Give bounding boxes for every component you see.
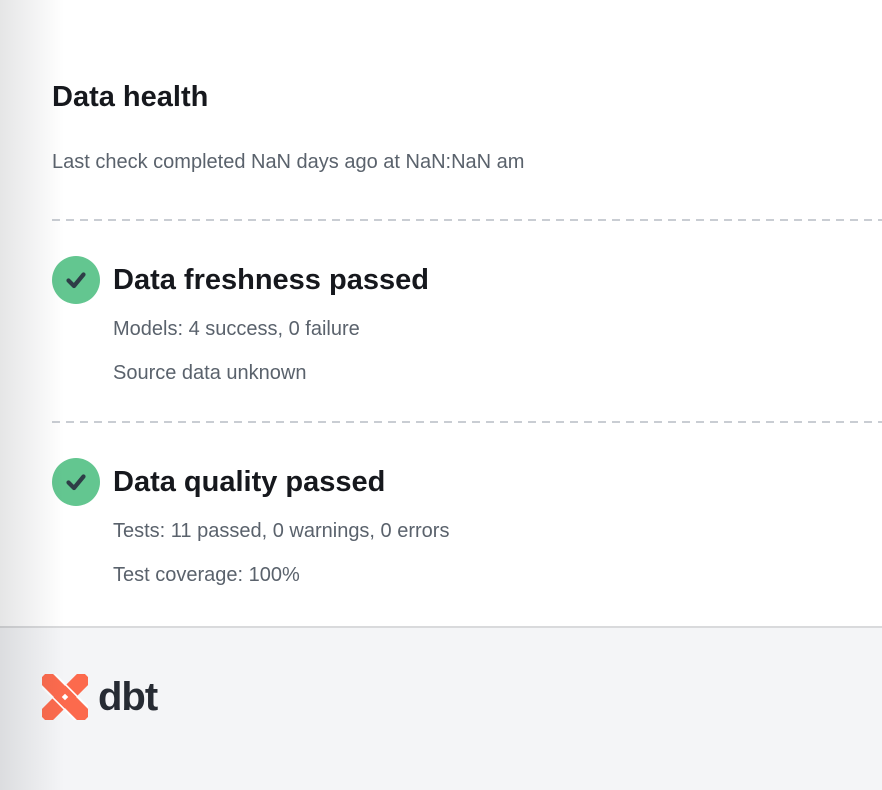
source-data-summary: Source data unknown — [113, 362, 307, 384]
section-header: Data freshness passed — [52, 256, 882, 304]
dbt-wordmark: dbt — [98, 675, 158, 719]
dashed-divider — [52, 219, 882, 221]
footer: dbt — [0, 626, 882, 790]
section-header: Data quality passed — [52, 458, 882, 506]
freshness-status-title: Data freshness passed — [113, 264, 429, 296]
main-content: Data health Last check completed NaN day… — [0, 80, 882, 587]
freshness-details: Models: 4 success, 0 failure Source data… — [113, 318, 882, 385]
check-circle-icon — [52, 458, 100, 506]
dashed-divider — [52, 421, 882, 423]
last-check-status: Last check completed NaN days ago at NaN… — [52, 151, 525, 173]
quality-details: Tests: 11 passed, 0 warnings, 0 errors T… — [113, 520, 882, 587]
checkmark-icon — [66, 272, 86, 289]
dbt-logo-icon — [42, 674, 88, 720]
tests-summary: Tests: 11 passed, 0 warnings, 0 errors — [113, 520, 450, 542]
dbt-logo-link[interactable]: dbt — [42, 674, 158, 720]
health-section-quality: Data quality passed Tests: 11 passed, 0 … — [52, 458, 882, 587]
check-circle-icon — [52, 256, 100, 304]
test-coverage-summary: Test coverage: 100% — [113, 564, 300, 586]
page-title: Data health — [52, 81, 209, 113]
checkmark-icon — [66, 474, 86, 491]
models-summary: Models: 4 success, 0 failure — [113, 318, 360, 340]
quality-status-title: Data quality passed — [113, 466, 386, 498]
health-section-freshness: Data freshness passed Models: 4 success,… — [52, 256, 882, 385]
